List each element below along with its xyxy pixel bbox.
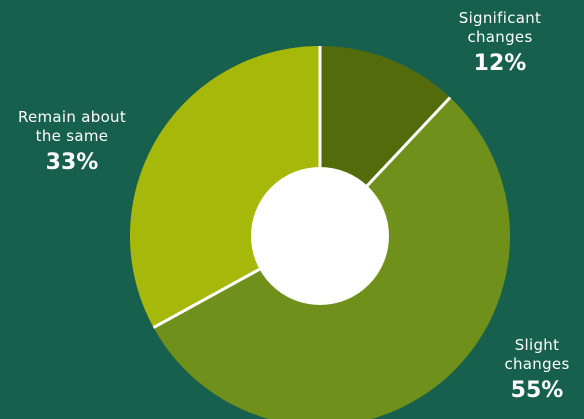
slice-label-significant-changes: Significant changes 12% <box>440 9 560 77</box>
donut-hole <box>251 167 389 305</box>
slice-label-remain-about-the-same: Remain about the same 33% <box>4 108 140 176</box>
slice-label-line-2: changes <box>467 27 533 46</box>
slice-label-slight-changes: Slight changes 55% <box>494 336 580 404</box>
slice-percent: 12% <box>473 50 527 76</box>
slice-label-line-1: Slight <box>514 336 560 354</box>
slice-label-line-1: Remain about <box>17 108 127 126</box>
slice-label-line-2: changes <box>504 354 570 373</box>
slice-percent: 33% <box>45 149 99 175</box>
slice-percent: 55% <box>510 377 564 403</box>
slice-label-line-2: the same <box>35 126 109 145</box>
slice-label-line-1: Significant <box>458 9 542 27</box>
